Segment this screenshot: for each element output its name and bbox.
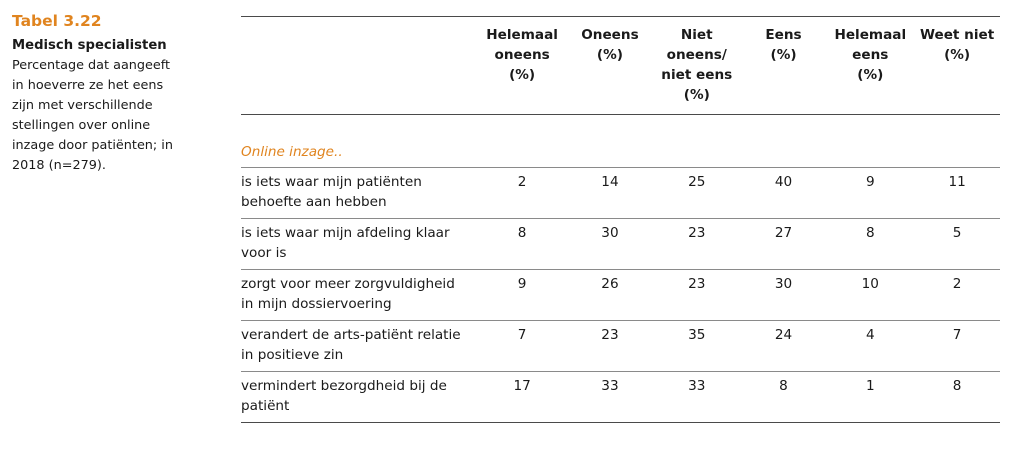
table-cell: 17 <box>477 371 568 423</box>
table-cell: 23 <box>567 320 653 372</box>
row-label: is iets waar mijn patiënten behoefte aan… <box>241 167 478 219</box>
table-cell: 2 <box>477 167 568 219</box>
table-cell: 24 <box>740 320 827 372</box>
table-cell: 8 <box>826 218 915 270</box>
stub-header <box>241 17 478 115</box>
column-header: Niet oneens/ niet eens (%) <box>652 17 741 115</box>
table-row: is iets waar mijn patiënten behoefte aan… <box>241 167 1000 219</box>
group-row: Online inzage.. <box>241 114 1000 168</box>
table-subject: Medisch specialisten <box>12 38 167 53</box>
table-cell: 7 <box>914 320 1000 372</box>
table-cell: 33 <box>567 371 653 423</box>
table-cell: 8 <box>477 218 568 270</box>
table-cell: 33 <box>652 371 741 423</box>
row-label: vermindert bezorgdheid bij de patiënt <box>241 371 478 423</box>
table-cell: 10 <box>826 269 915 321</box>
row-label: verandert de arts-patiënt relatie in pos… <box>241 320 478 372</box>
column-header: Weet niet (%) <box>914 17 1000 115</box>
table-cell: 23 <box>652 269 741 321</box>
table-row: is iets waar mijn afdeling klaar voor is… <box>241 218 1000 270</box>
table-cell: 4 <box>826 320 915 372</box>
table-cell: 25 <box>652 167 741 219</box>
table-caption: Tabel 3.22 Medisch specialisten Percenta… <box>12 12 217 176</box>
survey-table: Helemaal oneens (%) Oneens (%) Niet onee… <box>241 16 1000 423</box>
column-header: Eens (%) <box>740 17 827 115</box>
table-cell: 8 <box>740 371 827 423</box>
table-cell: 2 <box>914 269 1000 321</box>
table-cell: 9 <box>826 167 915 219</box>
table-cell: 23 <box>652 218 741 270</box>
row-label: zorgt voor meer zorgvuldigheid in mijn d… <box>241 269 478 321</box>
table-cell: 8 <box>914 371 1000 423</box>
table-cell: 5 <box>914 218 1000 270</box>
table-row: verandert de arts-patiënt relatie in pos… <box>241 320 1000 372</box>
table-cell: 7 <box>477 320 568 372</box>
table-row: zorgt voor meer zorgvuldigheid in mijn d… <box>241 269 1000 321</box>
table-cell: 27 <box>740 218 827 270</box>
table-cell: 9 <box>477 269 568 321</box>
table-number: Tabel 3.22 <box>12 12 102 30</box>
row-label: is iets waar mijn afdeling klaar voor is <box>241 218 478 270</box>
table-cell: 30 <box>567 218 653 270</box>
table-row: vermindert bezorgdheid bij de patiënt 17… <box>241 371 1000 423</box>
column-header: Helemaal eens (%) <box>826 17 915 115</box>
table-cell: 30 <box>740 269 827 321</box>
table-cell: 35 <box>652 320 741 372</box>
column-header: Helemaal oneens (%) <box>477 17 568 115</box>
table-cell: 1 <box>826 371 915 423</box>
column-header: Oneens (%) <box>567 17 653 115</box>
table-description: Percentage dat aangeeft in hoeverre ze h… <box>12 58 173 173</box>
table-cell: 14 <box>567 167 653 219</box>
table-cell: 26 <box>567 269 653 321</box>
table-cell: 40 <box>740 167 827 219</box>
header-row: Helemaal oneens (%) Oneens (%) Niet onee… <box>241 17 1000 115</box>
group-title: Online inzage.. <box>241 114 1000 168</box>
table-cell: 11 <box>914 167 1000 219</box>
